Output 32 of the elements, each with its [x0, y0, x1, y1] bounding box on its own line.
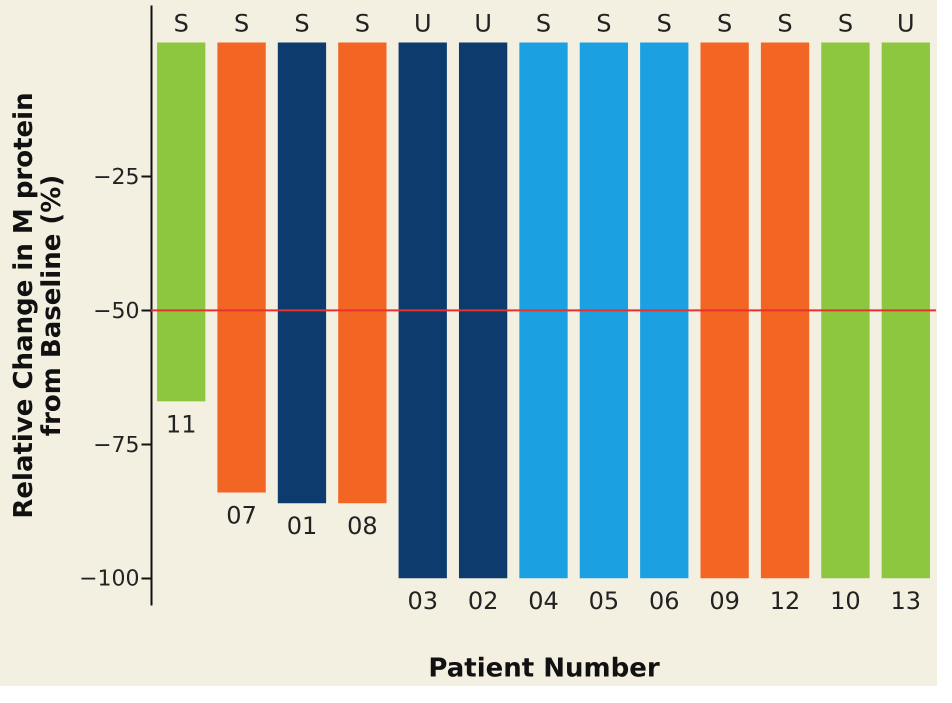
annotation: S — [777, 10, 793, 38]
annotation: S — [354, 10, 370, 38]
x-tick-label: 10 — [830, 587, 861, 616]
x-tick-label: 09 — [709, 587, 740, 616]
x-tick-label: 02 — [468, 587, 498, 616]
annotation: U — [474, 10, 492, 38]
annotation: S — [294, 10, 310, 38]
annotation: U — [897, 10, 915, 38]
y-tick-label: −100 — [79, 566, 140, 592]
y-tick-label: −25 — [93, 164, 140, 190]
x-axis-title: Patient Number — [428, 654, 660, 684]
annotation: S — [717, 10, 732, 38]
y-tick-label: −75 — [93, 432, 140, 458]
annotation: S — [838, 10, 854, 38]
x-tick-label: 04 — [528, 587, 559, 616]
y-axis-title: Relative Change in M protein from Baseline (%) — [9, 92, 68, 519]
x-tick-label: 01 — [286, 512, 318, 540]
annotation: S — [536, 10, 552, 38]
x-tick-label: 12 — [770, 587, 800, 616]
annotation: S — [174, 10, 189, 38]
x-tick-label: 07 — [226, 502, 257, 530]
annotation: U — [414, 10, 432, 38]
x-tick-label: 11 — [166, 410, 196, 438]
x-tick-label: 08 — [347, 512, 378, 540]
x-tick-label: 13 — [890, 587, 922, 616]
x-tick-label: 03 — [407, 587, 438, 616]
annotation: S — [656, 10, 672, 38]
x-tick-label: 05 — [588, 587, 620, 616]
x-tick-label: 06 — [648, 587, 680, 616]
annotation: S — [234, 10, 250, 38]
y-tick-label: −50 — [93, 298, 140, 324]
annotation: S — [596, 10, 612, 38]
